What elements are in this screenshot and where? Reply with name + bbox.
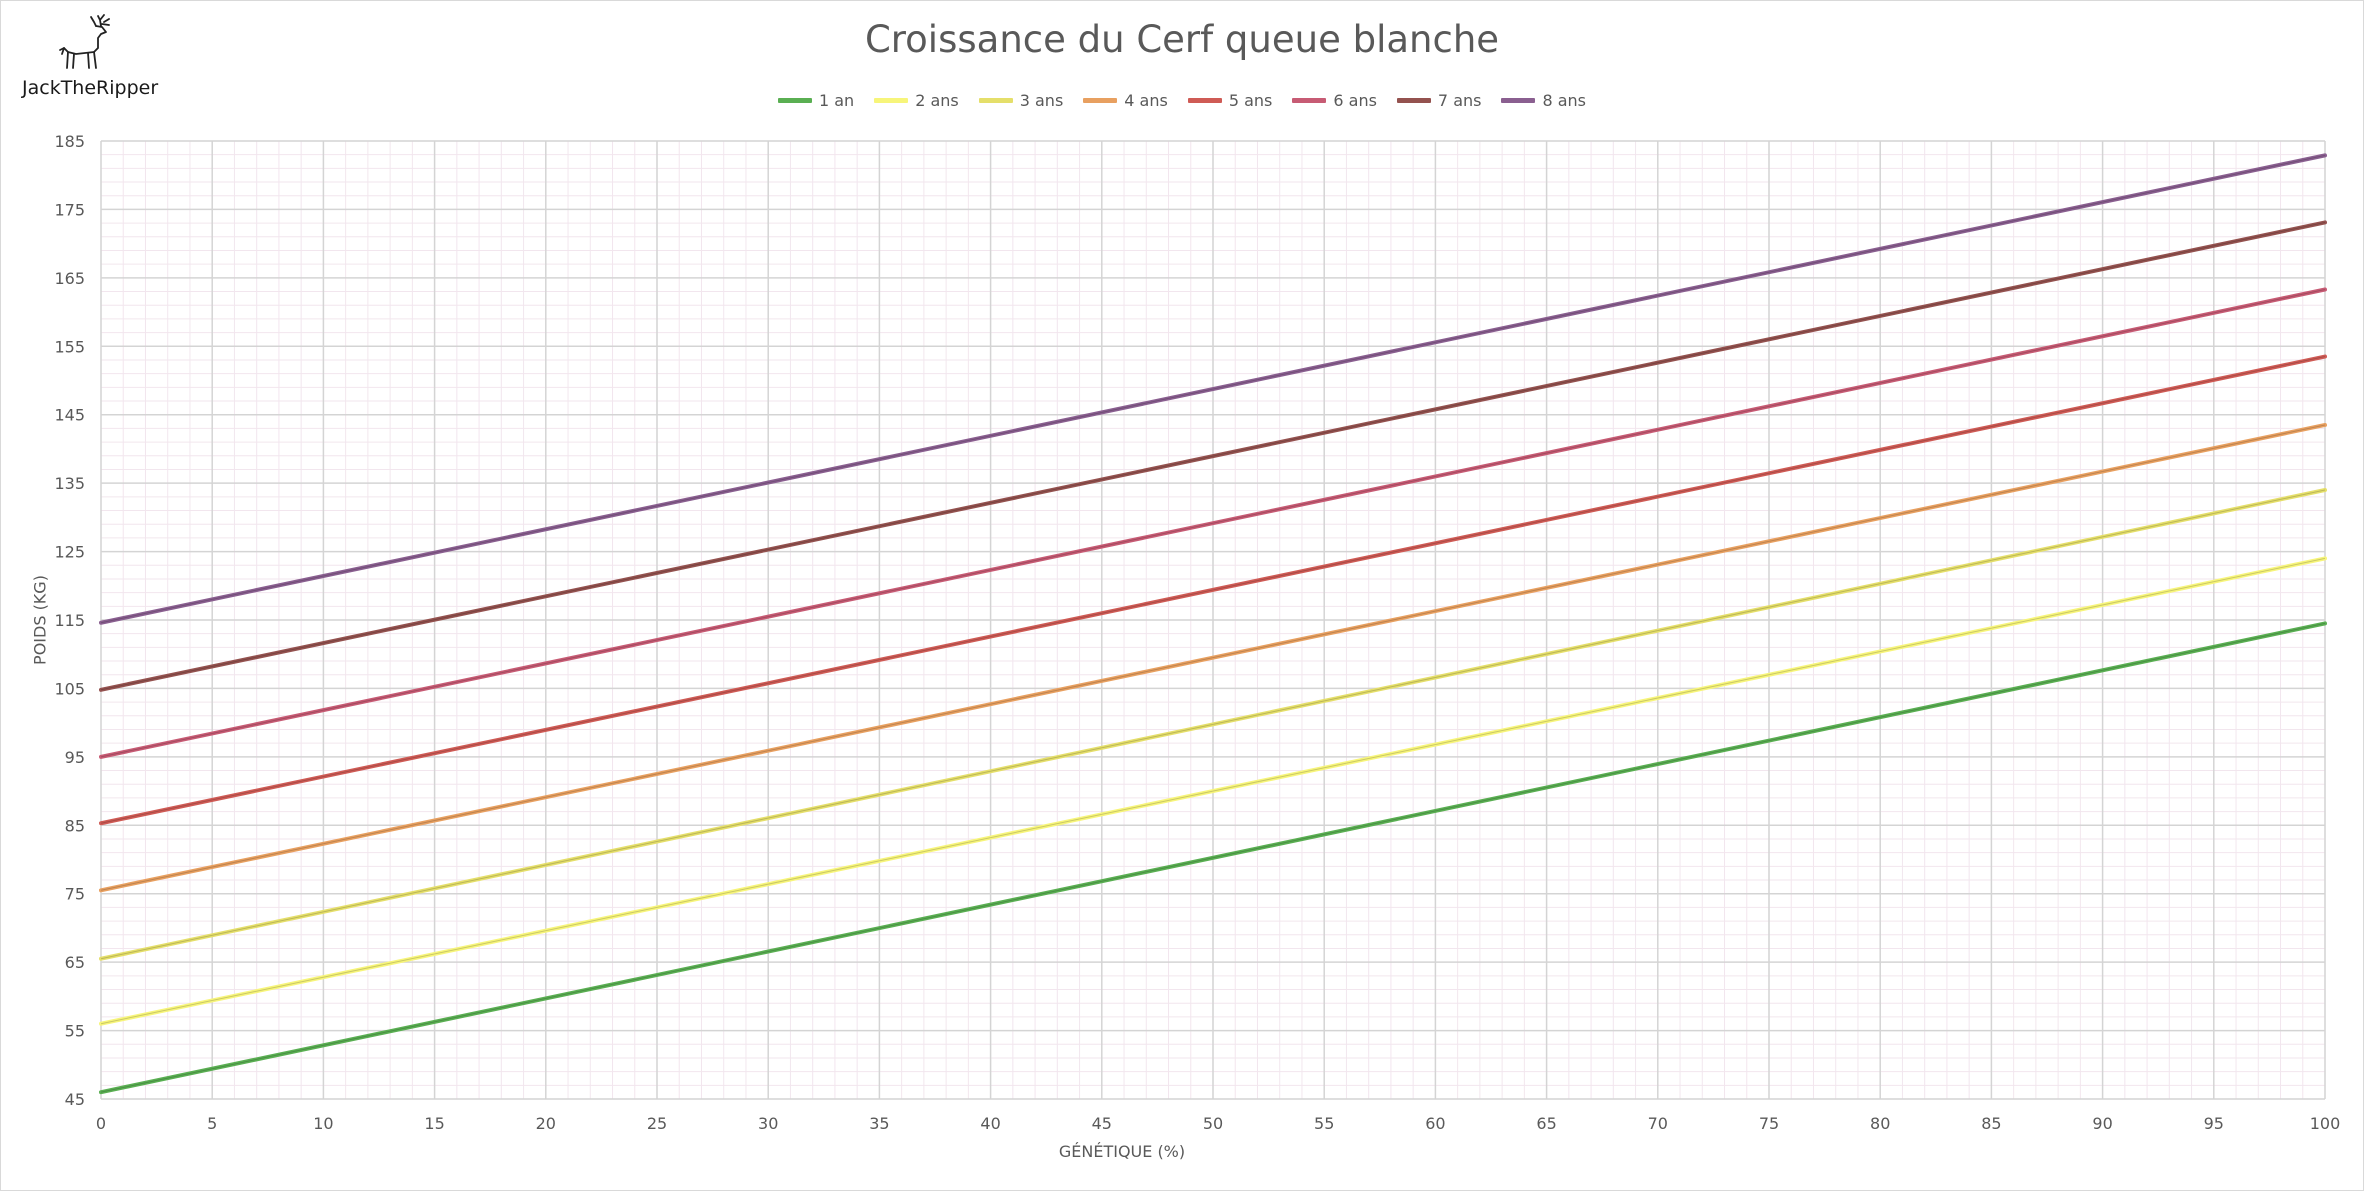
legend-label: 7 ans bbox=[1437, 90, 1482, 110]
x-tick-label: 65 bbox=[1536, 1114, 1556, 1133]
legend-label: 8 ans bbox=[1542, 90, 1587, 110]
legend-swatch bbox=[1501, 97, 1536, 103]
logo-label: JackTheRipper bbox=[22, 77, 159, 99]
series-line-edge-2 bbox=[100, 557, 2326, 1025]
series-line-4 bbox=[99, 422, 2327, 893]
legend-label: 3 ans bbox=[1019, 90, 1064, 110]
y-tick-label: 175 bbox=[54, 200, 85, 219]
legend-item: 7 ans bbox=[1396, 90, 1482, 110]
x-tick-label: 15 bbox=[424, 1114, 444, 1133]
legend-item: 6 ans bbox=[1292, 91, 1377, 110]
y-tick-label: 75 bbox=[65, 885, 85, 904]
x-tick-label: 95 bbox=[2204, 1114, 2224, 1133]
x-tick-label: 75 bbox=[1759, 1114, 1779, 1133]
series-line-7 bbox=[99, 220, 2327, 692]
y-tick-label: 145 bbox=[54, 406, 85, 425]
legend-item: 4 ans bbox=[1083, 91, 1168, 110]
x-tick-label: 100 bbox=[2310, 1114, 2341, 1133]
series-line-edge-7 bbox=[100, 221, 2326, 691]
x-axis-title: GÉNÉTIQUE (%) bbox=[1058, 1142, 1186, 1161]
legend-item: 8 ans bbox=[1501, 91, 1586, 110]
legend-swatch bbox=[777, 97, 812, 103]
series-line-edge-5 bbox=[100, 356, 2326, 824]
series-line-edge-4 bbox=[100, 424, 2326, 891]
x-tick-label: 70 bbox=[1648, 1114, 1668, 1133]
y-tick-label: 65 bbox=[65, 953, 85, 972]
x-tick-label: 90 bbox=[2092, 1114, 2112, 1133]
legend-swatch bbox=[1292, 97, 1327, 103]
y-tick-label: 95 bbox=[65, 748, 85, 767]
legend-swatch bbox=[874, 97, 909, 103]
y-tick-label: 185 bbox=[54, 132, 85, 151]
legend-label: 1 an bbox=[818, 90, 855, 110]
legend-swatch bbox=[1187, 97, 1222, 103]
y-tick-label: 155 bbox=[54, 337, 85, 356]
legend-label: 2 ans bbox=[915, 90, 959, 110]
x-tick-label: 20 bbox=[536, 1114, 556, 1133]
legend-item: 5 ans bbox=[1187, 90, 1273, 110]
legend-label: 6 ans bbox=[1333, 90, 1377, 110]
series-line-edge-1 bbox=[100, 622, 2326, 1093]
y-tick-label: 125 bbox=[54, 543, 85, 562]
x-tick-label: 50 bbox=[1203, 1114, 1223, 1133]
x-tick-label: 35 bbox=[869, 1114, 889, 1133]
legend-item: 2 ans bbox=[874, 91, 959, 110]
legend-swatch bbox=[1396, 97, 1431, 103]
y-tick-label: 45 bbox=[65, 1090, 85, 1109]
x-tick-label: 5 bbox=[207, 1114, 217, 1133]
x-tick-label: 55 bbox=[1314, 1114, 1334, 1133]
series-line-8 bbox=[99, 153, 2327, 625]
y-tick-label: 85 bbox=[65, 816, 85, 835]
series-line-5 bbox=[99, 354, 2327, 826]
legend-item: 1 an bbox=[777, 90, 855, 110]
x-tick-label: 85 bbox=[1981, 1114, 2001, 1133]
series-line-2 bbox=[99, 556, 2327, 1026]
x-tick-label: 0 bbox=[96, 1114, 106, 1133]
x-tick-label: 60 bbox=[1425, 1114, 1445, 1133]
y-tick-label: 165 bbox=[54, 269, 85, 288]
series-line-3 bbox=[99, 487, 2327, 961]
series-line-6 bbox=[99, 287, 2327, 759]
y-tick-label: 55 bbox=[65, 1022, 85, 1041]
y-tick-label: 105 bbox=[54, 679, 85, 698]
series-line-edge-8 bbox=[100, 154, 2326, 624]
x-tick-label: 30 bbox=[758, 1114, 778, 1133]
y-tick-label: 115 bbox=[54, 611, 85, 630]
x-tick-label: 80 bbox=[1870, 1114, 1890, 1133]
logo: JackTheRipper bbox=[22, 12, 159, 102]
legend-label: 5 ans bbox=[1228, 90, 1273, 110]
x-tick-label: 10 bbox=[313, 1114, 333, 1133]
legend-item: 3 ans bbox=[978, 90, 1064, 110]
legend-swatch bbox=[1083, 97, 1118, 103]
deer-icon bbox=[59, 14, 110, 69]
legend-label: 4 ans bbox=[1124, 90, 1168, 110]
x-tick-label: 45 bbox=[1092, 1114, 1112, 1133]
x-tick-label: 40 bbox=[980, 1114, 1000, 1133]
x-tick-label: 25 bbox=[647, 1114, 667, 1133]
chart-title: Croissance du Cerf queue blanche bbox=[864, 18, 1500, 61]
legend-swatch bbox=[978, 97, 1013, 103]
series-line-edge-3 bbox=[100, 489, 2326, 960]
legend: 1 an 2 ans 3 ans 4 ans 5 ans 6 ans 7 ans 8 ans bbox=[0, 88, 2364, 112]
series-line-edge-6 bbox=[100, 289, 2326, 758]
series-line-1 bbox=[99, 621, 2327, 1095]
y-tick-label: 135 bbox=[54, 474, 85, 493]
